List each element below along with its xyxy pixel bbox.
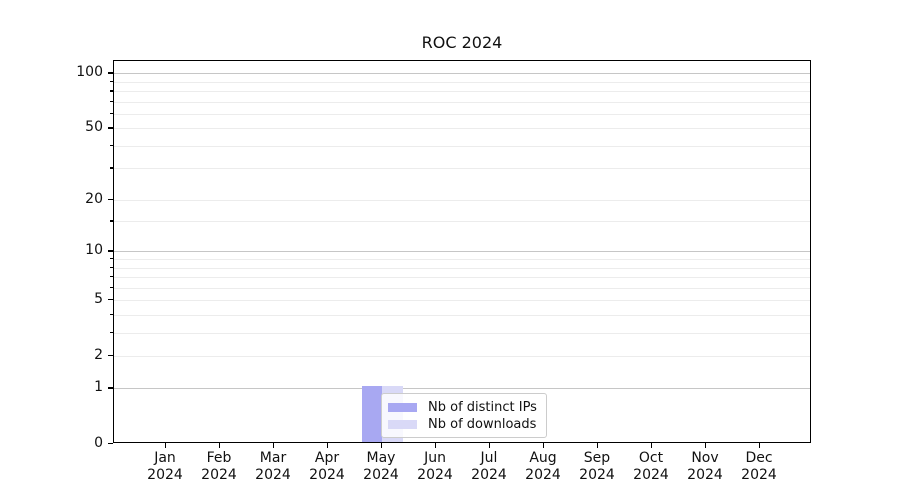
gridline-minor — [114, 287, 810, 289]
y-tick-mark — [108, 299, 113, 301]
x-tick-mark — [164, 443, 166, 448]
x-tick-label-jun: Jun 2024 — [417, 450, 453, 483]
gridline-minor — [114, 267, 810, 269]
y-minor-tick-mark — [110, 112, 113, 115]
gridline-minor — [114, 91, 810, 93]
y-tick-label: 0 — [94, 435, 103, 451]
gridline-minor — [114, 355, 810, 357]
bar-may-series0 — [361, 386, 382, 442]
gridline-minor — [114, 300, 810, 302]
x-tick-label-jan: Jan 2024 — [147, 450, 183, 483]
x-tick-label-mar: Mar 2024 — [255, 450, 291, 483]
gridline-major — [114, 388, 810, 390]
x-tick-mark — [758, 443, 760, 448]
x-tick-label-apr: Apr 2024 — [309, 450, 345, 483]
y-minor-tick-mark — [110, 90, 113, 92]
gridline-major — [114, 73, 810, 75]
y-minor-tick-mark — [110, 167, 113, 169]
gridline-minor — [114, 277, 810, 279]
x-tick-label-oct: Oct 2024 — [633, 450, 669, 483]
y-minor-tick-mark — [110, 220, 113, 222]
gridline-minor — [114, 199, 810, 201]
x-tick-mark — [272, 443, 274, 448]
y-tick-mark — [108, 198, 113, 200]
y-tick-label: 20 — [85, 190, 103, 207]
legend-label-distinct-ips: Nb of distinct IPs — [428, 400, 537, 415]
x-tick-label-aug: Aug 2024 — [525, 450, 561, 483]
gridline-minor — [114, 314, 810, 316]
legend-label-downloads: Nb of downloads — [428, 417, 537, 432]
y-tick-mark — [108, 127, 113, 129]
y-tick-label: 100 — [76, 64, 103, 81]
legend: Nb of distinct IPs Nb of downloads — [381, 393, 547, 438]
x-tick-mark — [488, 443, 490, 448]
y-minor-tick-mark — [110, 286, 113, 289]
gridline-minor — [114, 113, 810, 115]
x-tick-label-feb: Feb 2024 — [201, 450, 237, 483]
y-tick-mark — [108, 250, 113, 252]
x-tick-label-dec: Dec 2024 — [741, 450, 777, 483]
x-tick-label-jul: Jul 2024 — [471, 450, 507, 483]
y-tick-label: 5 — [94, 291, 103, 308]
y-tick-mark — [108, 387, 113, 389]
y-minor-tick-mark — [110, 144, 113, 147]
gridline-minor — [114, 145, 810, 147]
y-minor-tick-mark — [110, 331, 113, 333]
gridline-minor — [114, 128, 810, 130]
x-tick-mark — [326, 443, 328, 448]
y-minor-tick-mark — [110, 276, 113, 278]
gridline-major — [114, 251, 810, 253]
x-tick-mark — [218, 443, 220, 448]
legend-item-distinct-ips: Nb of distinct IPs — [388, 400, 539, 416]
x-tick-mark — [542, 443, 544, 448]
y-tick-label: 1 — [94, 379, 103, 396]
gridline-minor — [114, 81, 810, 83]
x-tick-mark — [704, 443, 706, 448]
legend-item-downloads: Nb of downloads — [388, 417, 539, 433]
plot-area: Nb of distinct IPs Nb of downloads — [113, 60, 811, 443]
x-tick-mark — [434, 443, 436, 448]
x-tick-mark — [596, 443, 598, 448]
x-tick-label-nov: Nov 2024 — [687, 450, 723, 483]
y-tick-label: 2 — [94, 346, 103, 363]
y-minor-tick-mark — [110, 100, 113, 103]
y-minor-tick-mark — [110, 80, 113, 83]
x-tick-mark — [380, 443, 382, 448]
y-minor-tick-mark — [110, 313, 113, 316]
y-tick-mark — [108, 72, 113, 74]
y-tick-mark — [108, 354, 113, 357]
gridline-minor — [114, 221, 810, 223]
y-minor-tick-mark — [110, 258, 113, 260]
y-minor-tick-mark — [110, 266, 113, 268]
gridline-minor — [114, 101, 810, 103]
y-tick-mark — [108, 443, 113, 445]
x-tick-label-may: May 2024 — [363, 450, 399, 483]
legend-swatch-distinct-ips-icon — [388, 403, 417, 412]
chart-title: ROC 2024 — [421, 33, 503, 52]
legend-swatch-downloads-icon — [388, 420, 417, 429]
x-tick-label-sep: Sep 2024 — [579, 450, 615, 483]
gridline-minor — [114, 259, 810, 261]
gridline-minor — [114, 168, 810, 170]
y-tick-label: 10 — [85, 242, 103, 259]
x-tick-mark — [650, 443, 652, 448]
y-tick-label: 50 — [85, 119, 103, 136]
gridline-minor — [114, 332, 810, 334]
